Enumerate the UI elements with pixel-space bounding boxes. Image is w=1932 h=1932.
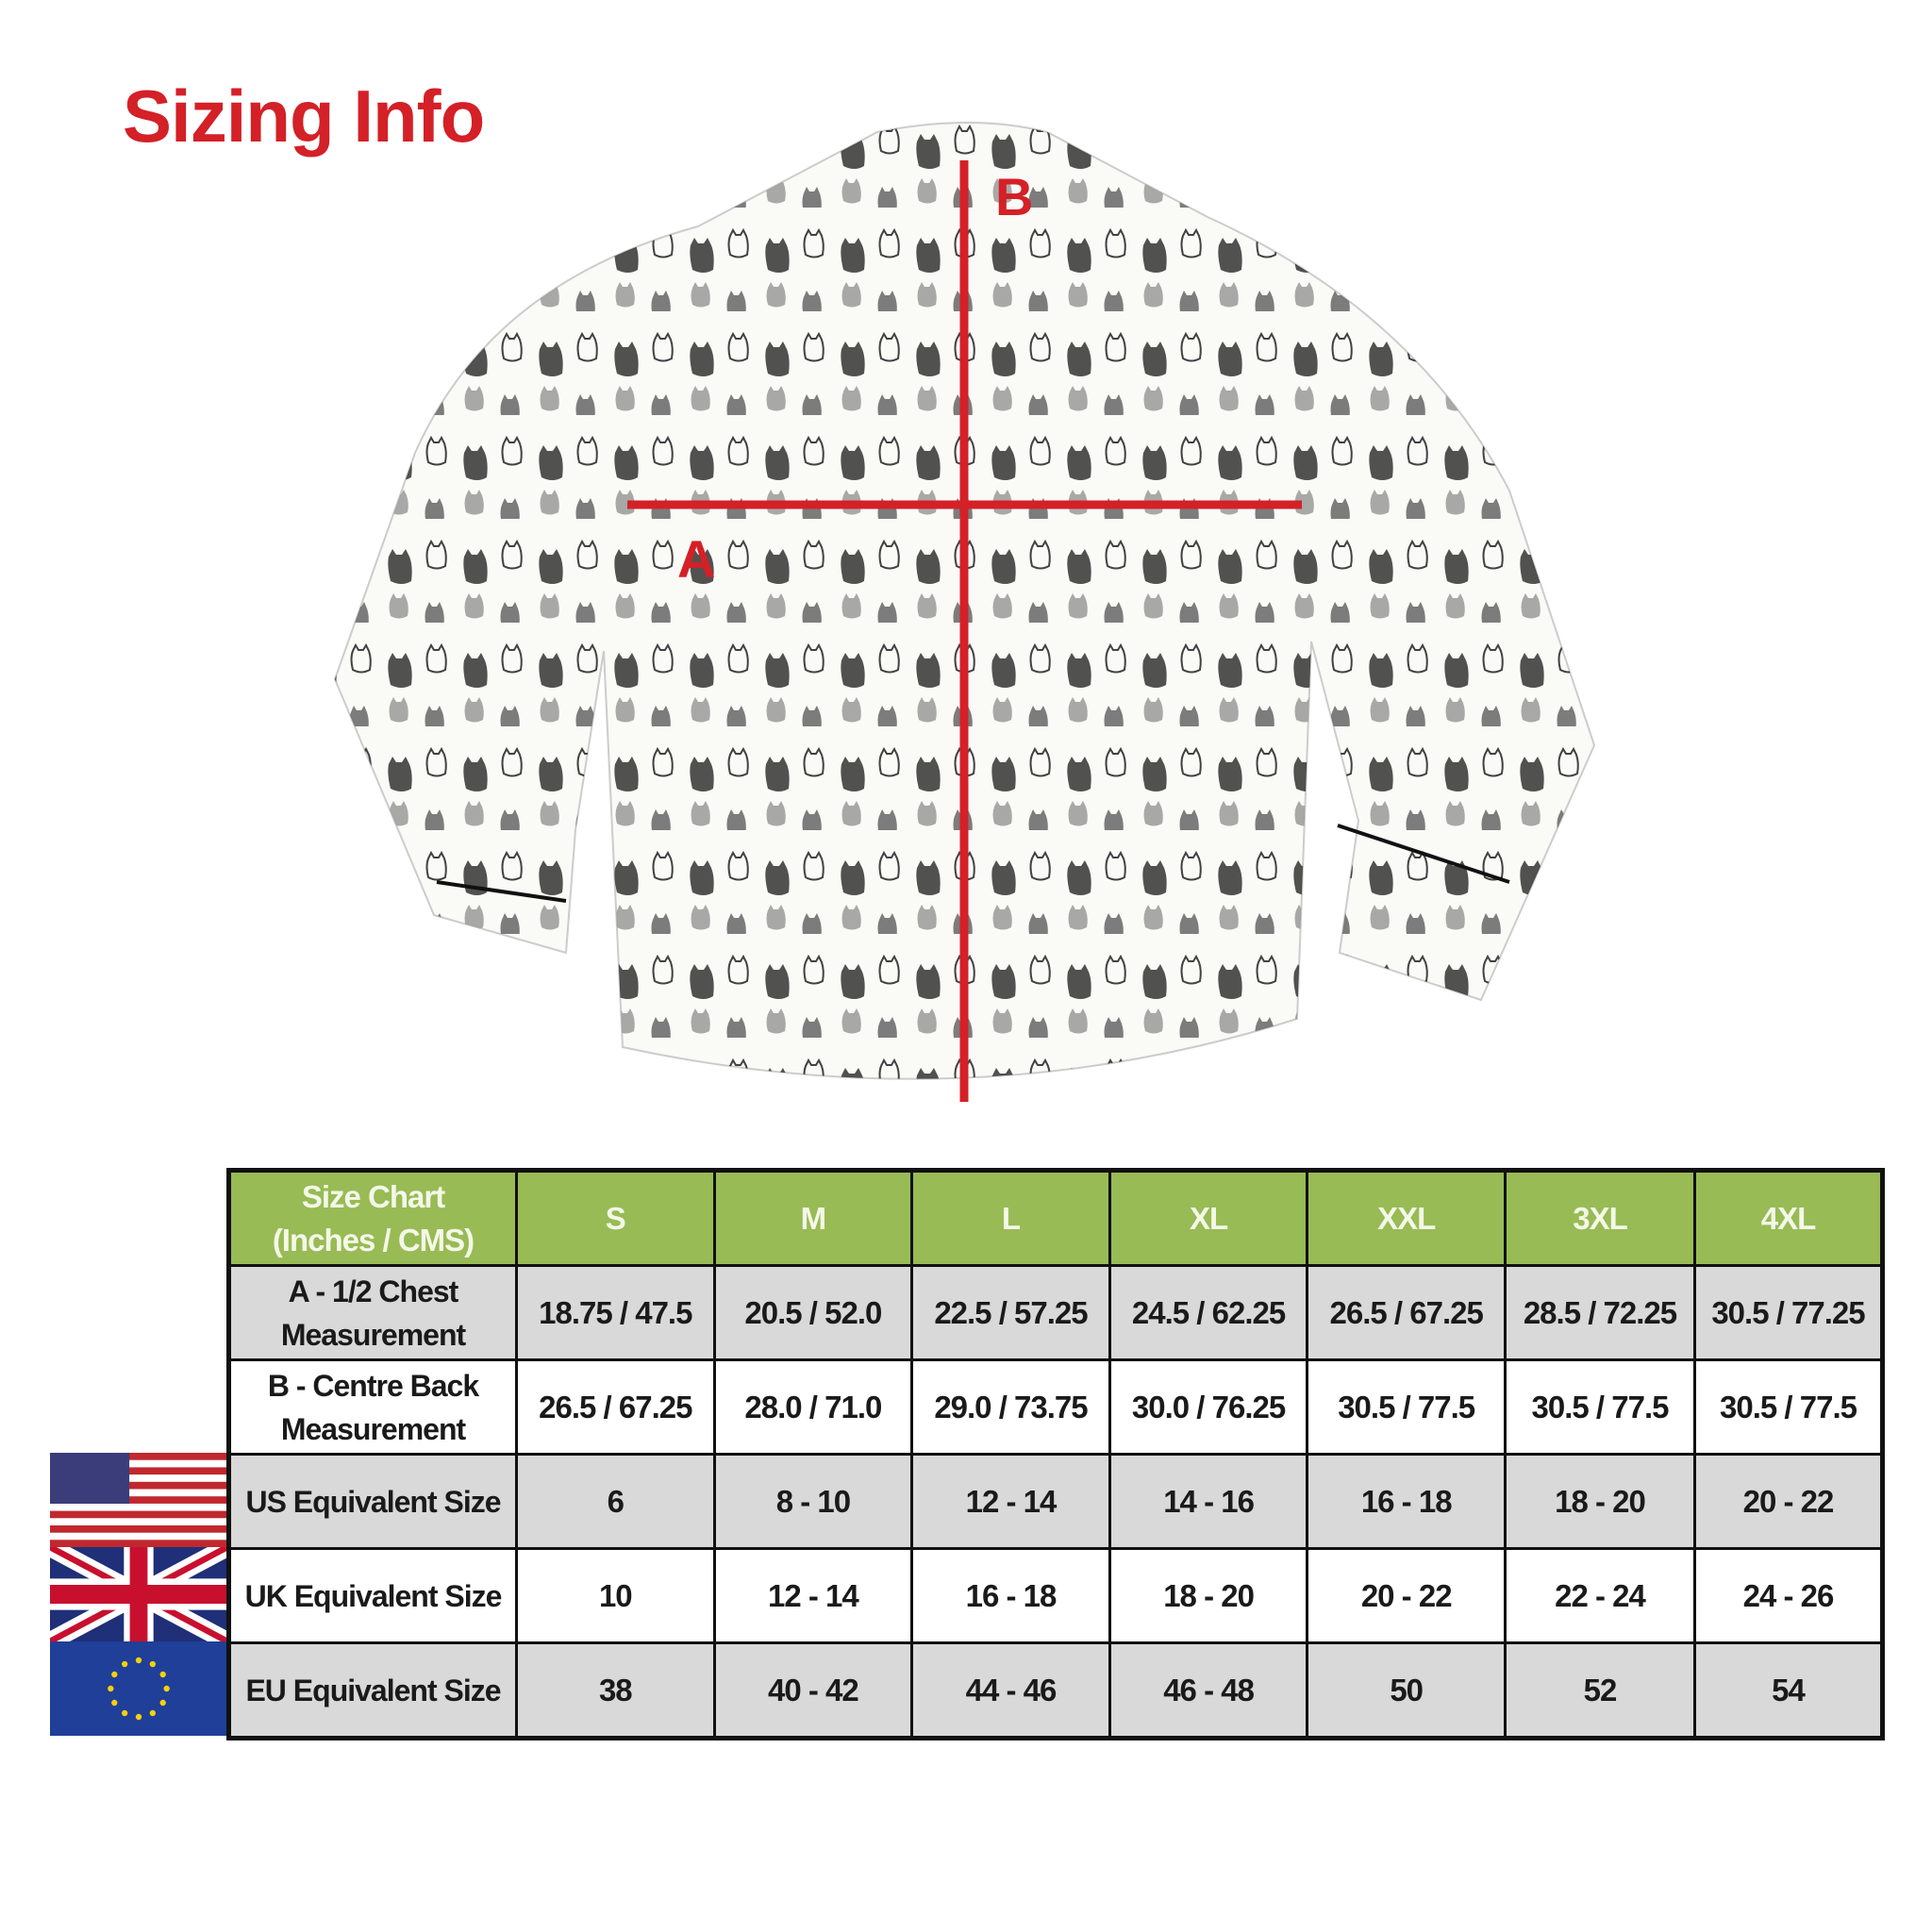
table-cell: 24.5 / 62.25 — [1108, 1264, 1309, 1361]
table-row: A - 1/2 Chest Measurement 18.75 / 47.5 20.… — [227, 1264, 1884, 1361]
table-cell: 30.5 / 77.5 — [1693, 1358, 1884, 1456]
table-row: B - Centre Back Measurement 26.5 / 67.25 2… — [227, 1358, 1884, 1456]
cuff-piping — [436, 824, 1510, 903]
table-body: A - 1/2 Chest Measurement 18.75 / 47.5 20.… — [227, 1264, 1884, 1740]
table-cell: 6 — [515, 1453, 716, 1550]
table-cell: 20.5 / 52.0 — [712, 1264, 914, 1361]
table-cell: 22.5 / 57.25 — [910, 1264, 1111, 1361]
header-size-xxl: XXL — [1306, 1169, 1507, 1267]
table-cell: 26.5 / 67.25 — [515, 1358, 716, 1456]
table-cell: 18 - 20 — [1108, 1547, 1309, 1644]
table-cell: 10 — [515, 1547, 716, 1644]
table-cell: 29.0 / 73.75 — [910, 1358, 1111, 1456]
eu-flag-icon — [50, 1641, 227, 1736]
table-cell: 20 - 22 — [1693, 1453, 1884, 1550]
table-cell: 18 - 20 — [1504, 1453, 1696, 1550]
table-cell: 18.75 / 47.5 — [515, 1264, 716, 1361]
header-row: Size Chart (Inches / CMS) S M L XL XXL 3XL 4XL — [227, 1169, 1884, 1267]
header-size-xl: XL — [1108, 1169, 1309, 1267]
header-size-chart: Size Chart (Inches / CMS) — [227, 1169, 518, 1267]
eu-star-icon — [159, 1699, 166, 1707]
page-title: Sizing Info — [123, 75, 485, 158]
eu-star-icon — [159, 1671, 166, 1678]
header-size-l: L — [910, 1169, 1111, 1267]
header-size-m: M — [712, 1169, 914, 1267]
flags-column — [50, 1453, 227, 1736]
row-label: UK Equivalent Size — [227, 1547, 518, 1644]
header-size-s: S — [515, 1169, 716, 1267]
table-cell: 12 - 14 — [910, 1453, 1111, 1550]
table-cell: 30.5 / 77.5 — [1306, 1358, 1507, 1456]
eu-star-icon — [111, 1699, 118, 1707]
table-cell: 28.0 / 71.0 — [712, 1358, 914, 1456]
table-cell: 24 - 26 — [1693, 1547, 1884, 1644]
table-cell: 30.5 / 77.5 — [1504, 1358, 1696, 1456]
table-cell: 38 — [515, 1641, 716, 1740]
table-cell: 20 - 22 — [1306, 1547, 1507, 1644]
shirt-image: B A — [333, 122, 1596, 1102]
row-label: B - Centre Back Measurement — [227, 1358, 518, 1456]
table-cell: 46 - 48 — [1108, 1641, 1309, 1740]
row-label: EU Equivalent Size — [227, 1641, 518, 1740]
header-size-4xl: 4XL — [1693, 1169, 1884, 1267]
us-flag-icon — [50, 1453, 227, 1547]
uk-flag-icon — [50, 1547, 227, 1641]
row-label: US Equivalent Size — [227, 1453, 518, 1550]
table-cell: 26.5 / 67.25 — [1306, 1264, 1507, 1361]
size-chart-table: Size Chart (Inches / CMS) S M L XL XXL 3XL 4XL … — [226, 1168, 1885, 1740]
table-cell: 12 - 14 — [712, 1547, 914, 1644]
header-size-3xl: 3XL — [1504, 1169, 1696, 1267]
eu-star-icon — [163, 1685, 170, 1692]
table-cell: 54 — [1693, 1641, 1884, 1740]
table-cell: 44 - 46 — [910, 1641, 1111, 1740]
label-b: B — [995, 167, 1033, 226]
eu-star-icon — [149, 1660, 157, 1668]
eu-star-icon — [135, 1657, 142, 1664]
eu-star-icon — [135, 1713, 142, 1721]
eu-star-icon — [111, 1671, 118, 1678]
eu-star-icon — [149, 1709, 157, 1717]
table-row: EU Equivalent Size 38 40 - 42 44 - 46 46 - 4… — [227, 1641, 1884, 1740]
table-cell: 14 - 16 — [1108, 1453, 1309, 1550]
table-cell: 16 - 18 — [1306, 1453, 1507, 1550]
eu-star-icon — [121, 1660, 128, 1668]
label-a: A — [677, 529, 715, 589]
table-cell: 28.5 / 72.25 — [1504, 1264, 1696, 1361]
eu-star-icon — [121, 1709, 128, 1717]
table-cell: 8 - 10 — [712, 1453, 914, 1550]
table-row: UK Equivalent Size 10 12 - 14 16 - 18 18 - 2… — [227, 1547, 1884, 1644]
table-cell: 22 - 24 — [1504, 1547, 1696, 1644]
table-cell: 40 - 42 — [712, 1641, 914, 1740]
table-cell: 50 — [1306, 1641, 1507, 1740]
table-cell: 30.5 / 77.25 — [1693, 1264, 1884, 1361]
table-row: US Equivalent Size 6 8 - 10 12 - 14 14 - 16 1… — [227, 1453, 1884, 1550]
table-cell: 52 — [1504, 1641, 1696, 1740]
eu-star-icon — [108, 1685, 114, 1692]
row-label: A - 1/2 Chest Measurement — [227, 1264, 518, 1361]
table-cell: 30.0 / 76.25 — [1108, 1358, 1309, 1456]
table-cell: 16 - 18 — [910, 1547, 1111, 1644]
